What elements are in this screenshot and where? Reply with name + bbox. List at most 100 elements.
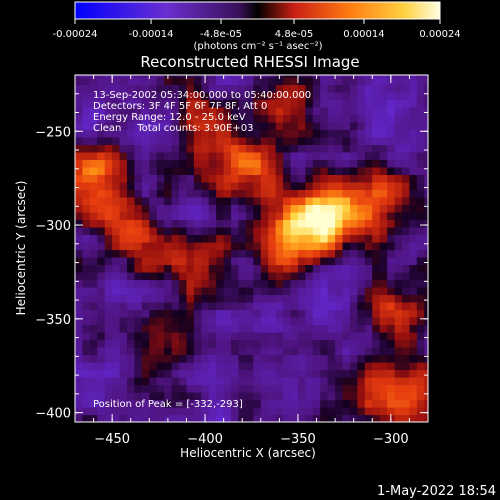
heatmap-cell — [89, 99, 98, 108]
heatmap-cell — [208, 75, 217, 78]
heatmap-cell — [119, 76, 128, 85]
heatmap-cell — [208, 391, 217, 401]
heatmap-cell — [119, 114, 128, 123]
heatmap-cell — [223, 76, 232, 85]
heatmap-cell — [231, 414, 240, 422]
heatmap-cell — [327, 384, 336, 393]
heatmap-cell — [320, 399, 329, 408]
heatmap-cell — [312, 196, 321, 206]
heatmap-cell — [379, 376, 388, 386]
heatmap-cell — [134, 384, 143, 393]
heatmap-cell — [75, 144, 84, 153]
heatmap-cell — [75, 391, 84, 401]
heatmap-cell — [320, 196, 329, 206]
heatmap-cell — [342, 114, 351, 123]
heatmap-cell — [223, 121, 232, 130]
heatmap-cell — [305, 271, 314, 281]
heatmap-cell — [82, 241, 91, 251]
heatmap-cell — [394, 91, 403, 100]
heatmap-cell — [268, 346, 277, 356]
heatmap-cell — [372, 286, 381, 296]
heatmap-cell — [372, 226, 381, 236]
heatmap-cell — [134, 279, 143, 288]
heatmap-cell — [268, 144, 277, 153]
heatmap-cell — [401, 256, 411, 266]
heatmap-cell — [387, 211, 396, 221]
heatmap-cell — [357, 309, 366, 318]
heatmap-cell — [127, 226, 136, 236]
heatmap-cell — [268, 106, 277, 115]
heatmap-cell — [208, 339, 217, 348]
heatmap-cell — [231, 211, 240, 221]
heatmap-cell — [238, 226, 247, 236]
heatmap-cell — [327, 99, 336, 108]
heatmap-cell — [379, 196, 388, 206]
heatmap-cell — [127, 309, 136, 318]
heatmap-cell — [409, 226, 418, 236]
heatmap-cell — [104, 399, 113, 408]
heatmap-cell — [424, 339, 428, 348]
heatmap-cell — [97, 316, 106, 326]
heatmap-cell — [335, 361, 344, 371]
heatmap-cell — [201, 121, 210, 130]
heatmap-cell — [409, 181, 418, 191]
heatmap-cell — [320, 279, 329, 288]
heatmap-cell — [305, 384, 314, 393]
heatmap-cell — [201, 324, 210, 333]
heatmap-cell — [104, 376, 113, 386]
heatmap-cell — [75, 376, 84, 386]
heatmap-cell — [357, 234, 366, 243]
heatmap-cell — [364, 151, 373, 160]
heatmap-cell — [208, 204, 217, 213]
heatmap-cell — [260, 174, 269, 183]
heatmap-cell — [342, 189, 351, 198]
heatmap-cell — [186, 76, 195, 85]
heatmap-cell — [357, 339, 366, 348]
heatmap-cell — [283, 241, 292, 251]
heatmap-cell — [335, 354, 344, 363]
heatmap-cell — [89, 189, 98, 198]
heatmap-cell — [327, 219, 336, 228]
heatmap-cell — [216, 75, 225, 78]
heatmap-cell — [305, 204, 314, 213]
heatmap-cell — [349, 271, 358, 281]
heatmap-cell — [201, 129, 210, 138]
heatmap-cell — [357, 331, 366, 341]
heatmap-cell — [112, 279, 121, 288]
heatmap-cell — [305, 121, 314, 130]
heatmap-cell — [320, 234, 329, 243]
heatmap-cell — [424, 174, 428, 183]
heatmap-cell — [245, 75, 254, 78]
heatmap-cell — [305, 211, 314, 221]
heatmap-cell — [379, 204, 388, 213]
heatmap-cell — [201, 406, 210, 416]
heatmap-cell — [89, 331, 98, 341]
heatmap-cell — [238, 181, 247, 191]
heatmap-cell — [112, 331, 121, 341]
heatmap-cell — [149, 234, 158, 243]
heatmap-cell — [89, 144, 98, 153]
heatmap-cell — [238, 294, 247, 303]
heatmap-cell — [231, 406, 240, 416]
heatmap-cell — [260, 114, 269, 123]
heatmap-cell — [164, 129, 173, 138]
heatmap-cell — [305, 399, 314, 408]
heatmap-cell — [127, 166, 136, 176]
heatmap-cell — [297, 106, 306, 115]
heatmap-cell — [394, 331, 403, 341]
heatmap-cell — [149, 271, 158, 281]
heatmap-cell — [260, 204, 269, 213]
heatmap-cell — [283, 331, 292, 341]
heatmap-cell — [208, 159, 217, 168]
heatmap-cell — [342, 151, 351, 160]
heatmap-cell — [424, 189, 428, 198]
heatmap-cell — [364, 204, 373, 213]
heatmap-cell — [179, 249, 188, 258]
heatmap-cell — [253, 219, 262, 228]
heatmap-cell — [342, 376, 351, 386]
heatmap-cell — [409, 316, 418, 326]
heatmap-cell — [327, 391, 336, 401]
heatmap-cell — [349, 339, 358, 348]
heatmap-cell — [201, 189, 210, 198]
heatmap-cell — [253, 316, 262, 326]
